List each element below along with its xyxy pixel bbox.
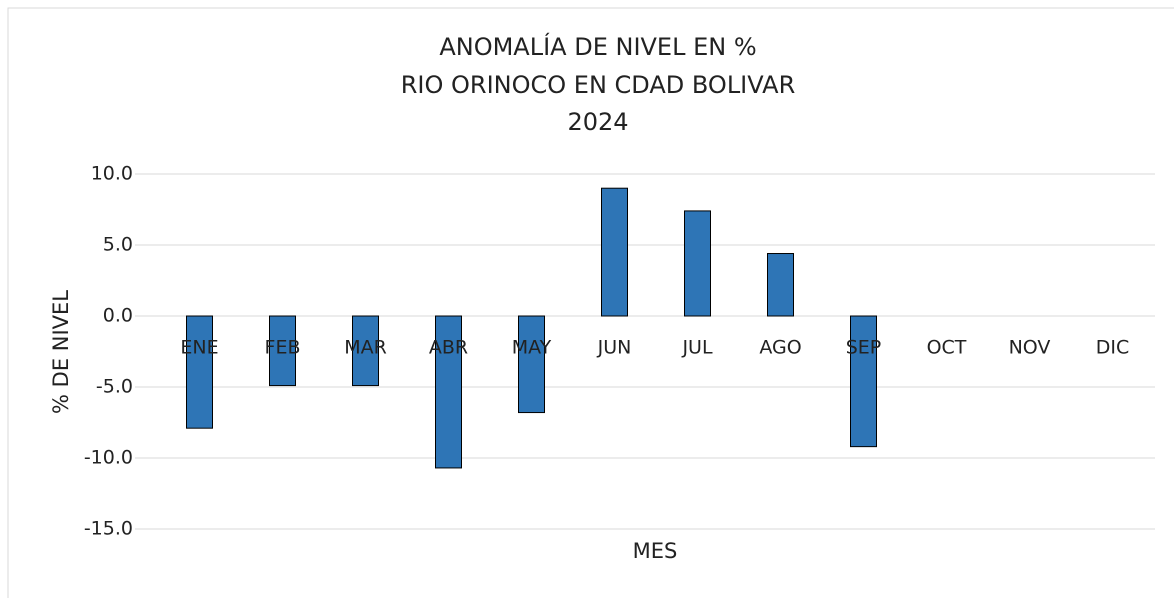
x-tick-label: FEB [265, 337, 301, 359]
y-tick-label: -5.0 [96, 376, 133, 398]
x-tick-label: AGO [759, 337, 801, 359]
chart-frame [7, 7, 1174, 598]
bar [518, 315, 545, 414]
bar [352, 315, 379, 387]
bar [684, 210, 711, 317]
chart-title: 2024 [567, 108, 628, 136]
bar [186, 315, 213, 429]
y-tick-label: 0.0 [103, 305, 133, 327]
bar [435, 315, 462, 469]
x-axis-label: MES [633, 539, 678, 563]
x-tick-label: SEP [846, 337, 882, 359]
bar [601, 187, 628, 317]
chart-title: ANOMALÍA DE NIVEL EN % [439, 32, 756, 61]
y-tick-label: -15.0 [84, 518, 133, 540]
y-tick-label: 5.0 [103, 234, 133, 256]
x-tick-label: MAR [344, 337, 387, 359]
bar [850, 315, 877, 448]
bar [767, 253, 794, 317]
x-tick-label: OCT [927, 337, 967, 359]
x-tick-label: NOV [1009, 337, 1051, 359]
x-tick-label: JUL [681, 337, 713, 359]
x-tick-label: DIC [1096, 337, 1130, 359]
y-tick-label: -10.0 [84, 447, 133, 469]
y-axis-label: % DE NIVEL [49, 290, 73, 414]
x-tick-label: JUN [597, 337, 632, 359]
bar [269, 315, 296, 387]
x-tick-label: ENE [180, 337, 218, 359]
x-tick-label: MAY [512, 337, 552, 359]
chart-title: RIO ORINOCO EN CDAD BOLIVAR [401, 71, 796, 99]
x-tick-label: ABR [429, 337, 468, 359]
y-tick-label: 10.0 [91, 163, 133, 185]
